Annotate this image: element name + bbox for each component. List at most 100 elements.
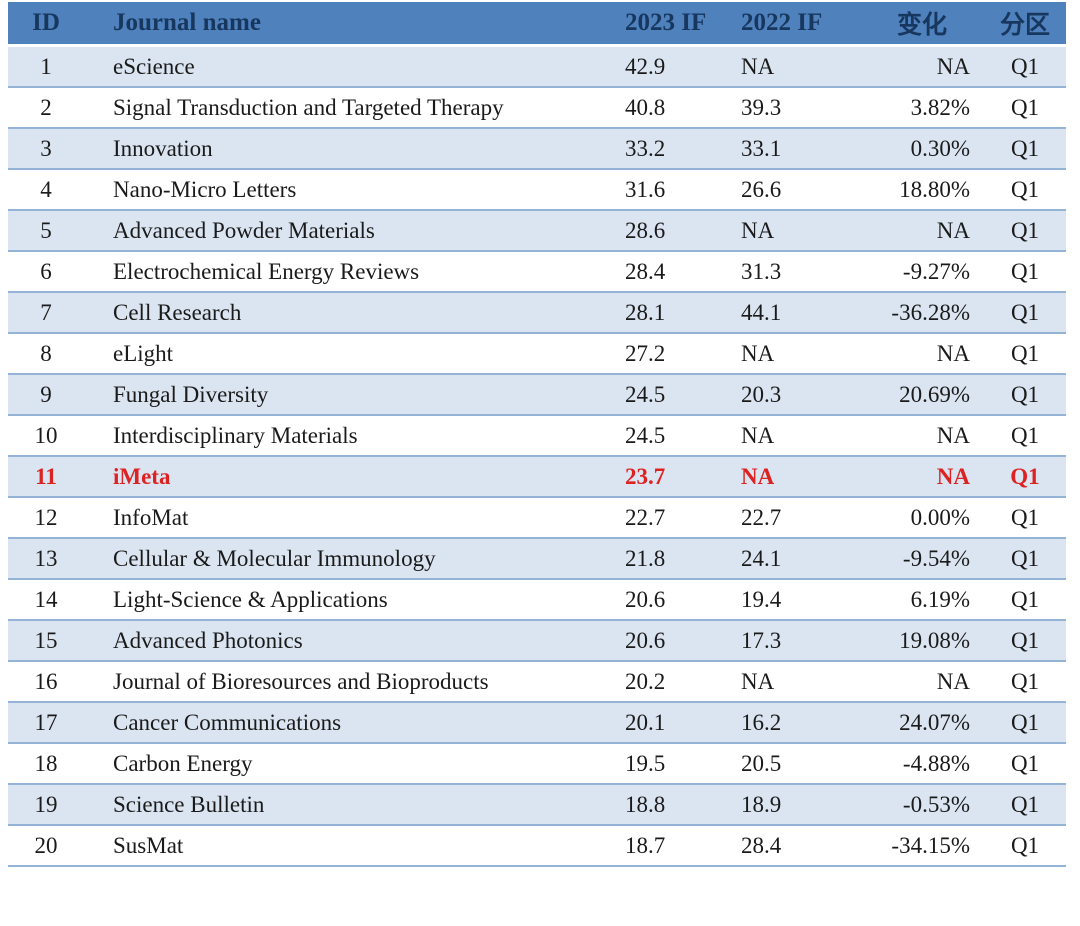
cell-quartile: Q1	[1010, 54, 1040, 79]
header-row: ID Journal name 2023 IF 2022 IF 变化 分区	[8, 2, 1066, 47]
cell-if2023: 20.6	[625, 587, 666, 612]
cell-change: 18.80%	[899, 177, 970, 202]
cell-if2022: 31.3	[741, 259, 782, 284]
cell-id: 8	[40, 341, 52, 366]
journal-if-table-page: ID Journal name 2023 IF 2022 IF 变化 分区 1 e…	[8, 2, 1066, 866]
cell-quartile: Q1	[1010, 136, 1040, 161]
cell-change: 6.19%	[910, 587, 970, 612]
cell-name: Journal of Bioresources and Bioproducts	[113, 669, 489, 694]
table-row: 1 eScience 42.9 NA NA Q1	[8, 45, 1066, 87]
cell-if2022: 20.3	[741, 382, 782, 407]
cell-quartile: Q1	[1010, 792, 1040, 817]
cell-if2022: 33.1	[741, 136, 782, 161]
cell-if2023: 42.9	[625, 54, 666, 79]
table-row: 11 iMeta 23.7 NA NA Q1	[8, 456, 1066, 497]
cell-name: SusMat	[113, 833, 184, 858]
cell-if2023: 24.5	[625, 382, 666, 407]
table-row: 14 Light-Science & Applications 20.6 19.4 6.…	[8, 579, 1066, 620]
cell-if2022: 22.7	[741, 505, 782, 530]
cell-quartile: Q1	[1010, 546, 1040, 571]
cell-id: 20	[34, 833, 58, 858]
cell-id: 6	[40, 259, 52, 284]
cell-id: 18	[34, 751, 58, 776]
cell-id: 12	[34, 505, 58, 530]
cell-id: 3	[40, 136, 52, 161]
table-row: 15 Advanced Photonics 20.6 17.3 19.08% Q1	[8, 620, 1066, 661]
cell-if2022: 44.1	[741, 300, 782, 325]
cell-if2023: 23.7	[625, 464, 666, 489]
cell-id: 17	[34, 710, 58, 735]
cell-if2022: NA	[741, 464, 775, 489]
cell-name: Advanced Powder Materials	[113, 218, 375, 243]
cell-id: 14	[34, 587, 58, 612]
cell-if2023: 19.5	[625, 751, 666, 776]
cell-quartile: Q1	[1010, 177, 1040, 202]
cell-if2023: 20.6	[625, 628, 666, 653]
table-row: 13 Cellular & Molecular Immunology 21.8 24.…	[8, 538, 1066, 579]
cell-quartile: Q1	[1010, 218, 1040, 243]
cell-change: -9.27%	[902, 259, 970, 284]
cell-if2022: 39.3	[741, 95, 782, 120]
cell-change: 0.30%	[910, 136, 970, 161]
header-2022-if: 2022 IF	[734, 2, 860, 47]
table-row: 8 eLight 27.2 NA NA Q1	[8, 333, 1066, 374]
cell-id: 7	[40, 300, 52, 325]
table-row: 17 Cancer Communications 20.1 16.2 24.07% Q1	[8, 702, 1066, 743]
cell-if2023: 33.2	[625, 136, 666, 161]
cell-quartile: Q1	[1010, 628, 1040, 653]
cell-name: iMeta	[113, 464, 171, 489]
cell-change: 3.82%	[910, 95, 970, 120]
table-row: 5 Advanced Powder Materials 28.6 NA NA Q1	[8, 210, 1066, 251]
cell-id: 4	[40, 177, 52, 202]
cell-name: Nano-Micro Letters	[113, 177, 297, 202]
cell-id: 16	[34, 669, 58, 694]
header-change: 变化	[860, 2, 984, 47]
cell-quartile: Q1	[1010, 341, 1040, 366]
cell-if2022: NA	[741, 218, 775, 243]
cell-quartile: Q1	[1010, 669, 1040, 694]
cell-if2023: 28.1	[625, 300, 666, 325]
cell-if2022: 19.4	[741, 587, 782, 612]
table-row: 3 Innovation 33.2 33.1 0.30% Q1	[8, 128, 1066, 169]
cell-if2023: 28.4	[625, 259, 666, 284]
table-row: 19 Science Bulletin 18.8 18.9 -0.53% Q1	[8, 784, 1066, 825]
cell-if2022: NA	[741, 341, 775, 366]
table-row: 4 Nano-Micro Letters 31.6 26.6 18.80% Q1	[8, 169, 1066, 210]
cell-change: -34.15%	[891, 833, 970, 858]
cell-change: 0.00%	[910, 505, 970, 530]
cell-if2022: 17.3	[741, 628, 782, 653]
cell-name: Interdisciplinary Materials	[113, 423, 358, 448]
cell-id: 19	[34, 792, 58, 817]
cell-change: 24.07%	[899, 710, 970, 735]
table-row: 9 Fungal Diversity 24.5 20.3 20.69% Q1	[8, 374, 1066, 415]
table-row: 6 Electrochemical Energy Reviews 28.4 31.3 -…	[8, 251, 1066, 292]
cell-quartile: Q1	[1010, 95, 1040, 120]
cell-change: NA	[936, 218, 970, 243]
cell-id: 5	[40, 218, 52, 243]
cell-if2022: 26.6	[741, 177, 782, 202]
cell-change: 20.69%	[899, 382, 970, 407]
cell-quartile: Q1	[1010, 587, 1040, 612]
cell-if2023: 18.8	[625, 792, 666, 817]
cell-if2022: 28.4	[741, 833, 782, 858]
table-row: 2 Signal Transduction and Targeted Therap…	[8, 87, 1066, 128]
cell-quartile: Q1	[1010, 833, 1040, 858]
table-row: 20 SusMat 18.7 28.4 -34.15% Q1	[8, 825, 1066, 866]
cell-change: -0.53%	[902, 792, 970, 817]
cell-if2023: 27.2	[625, 341, 666, 366]
cell-if2022: 24.1	[741, 546, 782, 571]
cell-if2023: 22.7	[625, 505, 666, 530]
cell-if2023: 24.5	[625, 423, 666, 448]
cell-if2023: 20.1	[625, 710, 666, 735]
table-body: 1 eScience 42.9 NA NA Q1 2 Signal Transduction …	[8, 45, 1066, 866]
cell-change: NA	[936, 54, 970, 79]
cell-id: 15	[34, 628, 58, 653]
table-row: 7 Cell Research 28.1 44.1 -36.28% Q1	[8, 292, 1066, 333]
cell-quartile: Q1	[1010, 423, 1040, 448]
cell-name: eScience	[113, 54, 195, 79]
cell-if2022: NA	[741, 54, 775, 79]
cell-id: 9	[40, 382, 52, 407]
cell-change: 19.08%	[899, 628, 970, 653]
cell-if2023: 18.7	[625, 833, 666, 858]
cell-name: Cellular & Molecular Immunology	[113, 546, 436, 571]
